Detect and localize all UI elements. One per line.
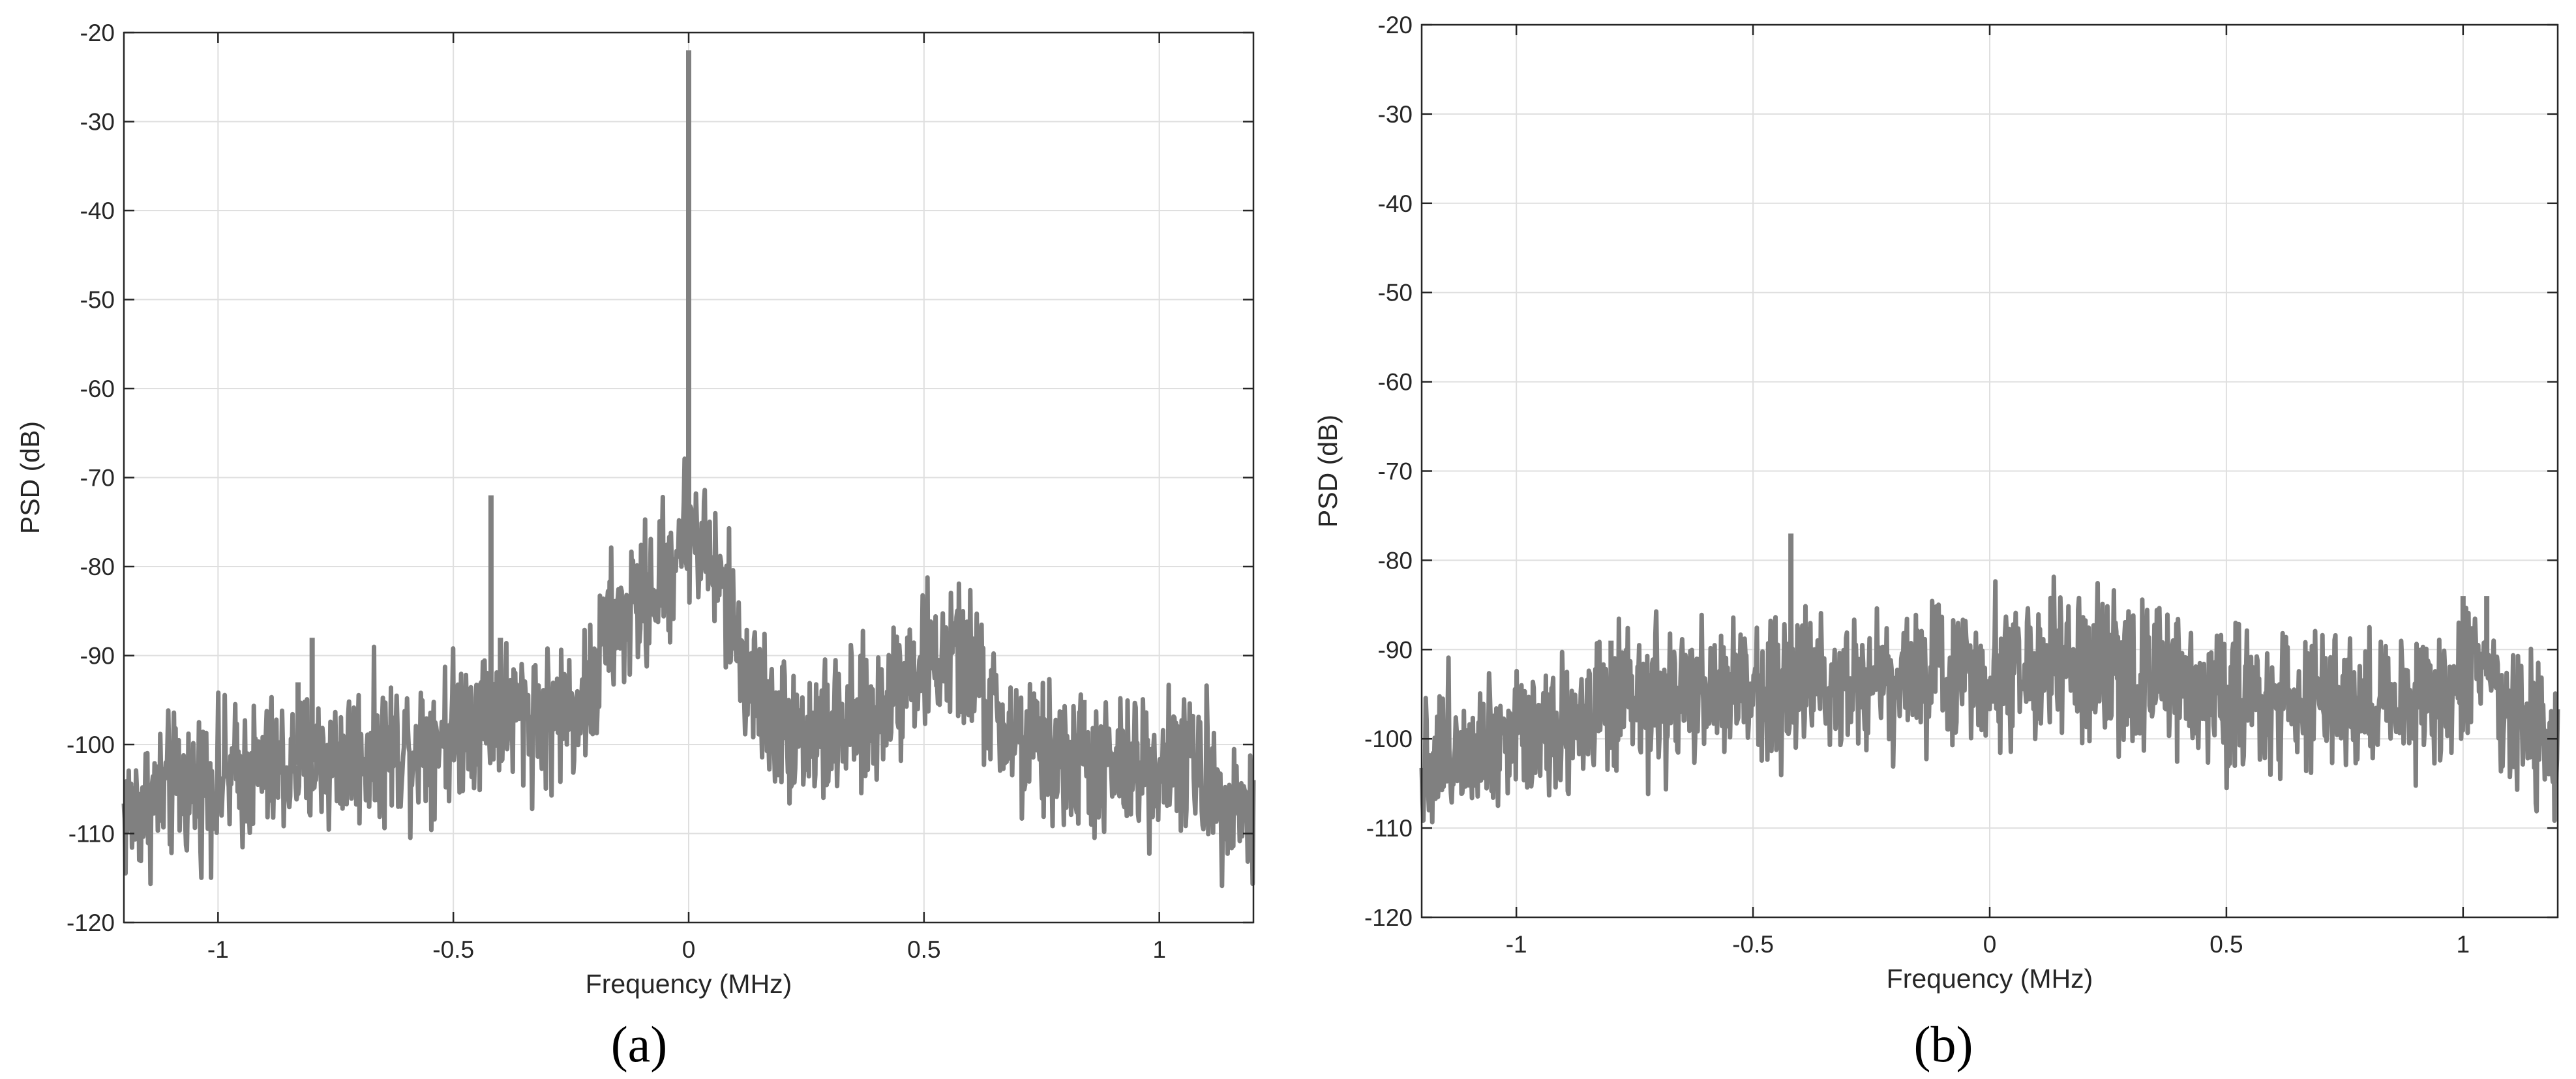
y-tick-label: -50 — [1378, 280, 1413, 306]
x-tick-label: 0 — [1983, 931, 1997, 958]
x-tick-label: -1 — [207, 936, 229, 963]
y-tick-label: -30 — [80, 109, 115, 136]
x-tick-label: 0 — [682, 936, 696, 963]
panel-label-b: (b) — [1914, 1016, 1973, 1072]
y-tick-label: -100 — [1364, 726, 1413, 752]
x-tick-label: -1 — [1506, 931, 1527, 958]
y-tick-label: -30 — [1378, 101, 1413, 128]
panel-label-a: (a) — [611, 1016, 668, 1072]
x-tick-label: 1 — [2457, 931, 2470, 958]
y-tick-label: -110 — [68, 821, 115, 848]
x-axis-label: Frequency (MHz) — [1887, 964, 2093, 994]
chart-panel-b: -1 -0.5 0 0.5 1 -120 -110 -100 -90 -80 -70 -60 -50 -4… — [1313, 12, 2560, 994]
y-axis-label: PSD (dB) — [1313, 415, 1343, 527]
y-tick-label: -80 — [80, 554, 115, 580]
y-tick-label: -80 — [1378, 547, 1413, 574]
x-tick-label: -0.5 — [1732, 931, 1774, 958]
y-tick-label: -110 — [1366, 815, 1413, 842]
x-tick-label: 0.5 — [2209, 931, 2243, 958]
y-tick-label: -120 — [1364, 904, 1413, 931]
psd-series-line — [1419, 574, 2560, 825]
y-tick-label: -70 — [1378, 458, 1413, 485]
x-tick-label: 0.5 — [907, 936, 940, 963]
chart-panel-a: -1 -0.5 0 0.5 1 -120 -110 -100 -90 -80 -70 -60 -50 -4… — [15, 20, 1256, 999]
y-tick-label: -40 — [1378, 190, 1413, 217]
x-tick-label: 1 — [1152, 936, 1166, 963]
y-axis-label: PSD (dB) — [15, 421, 45, 534]
y-tick-label: -90 — [1378, 636, 1413, 663]
y-tick-label: -20 — [80, 20, 115, 46]
y-tick-label: -50 — [80, 287, 115, 314]
y-tick-label: -120 — [67, 909, 115, 936]
y-tick-label: -40 — [80, 198, 115, 224]
x-axis-label: Frequency (MHz) — [586, 969, 792, 999]
y-tick-label: -60 — [80, 376, 115, 402]
y-tick-label: -20 — [1378, 12, 1413, 38]
y-tick-label: -60 — [1378, 369, 1413, 396]
x-tick-label: -0.5 — [432, 936, 474, 963]
y-tick-label: -100 — [67, 732, 115, 758]
y-tick-label: -90 — [80, 643, 115, 670]
y-tick-label: -70 — [80, 465, 115, 492]
